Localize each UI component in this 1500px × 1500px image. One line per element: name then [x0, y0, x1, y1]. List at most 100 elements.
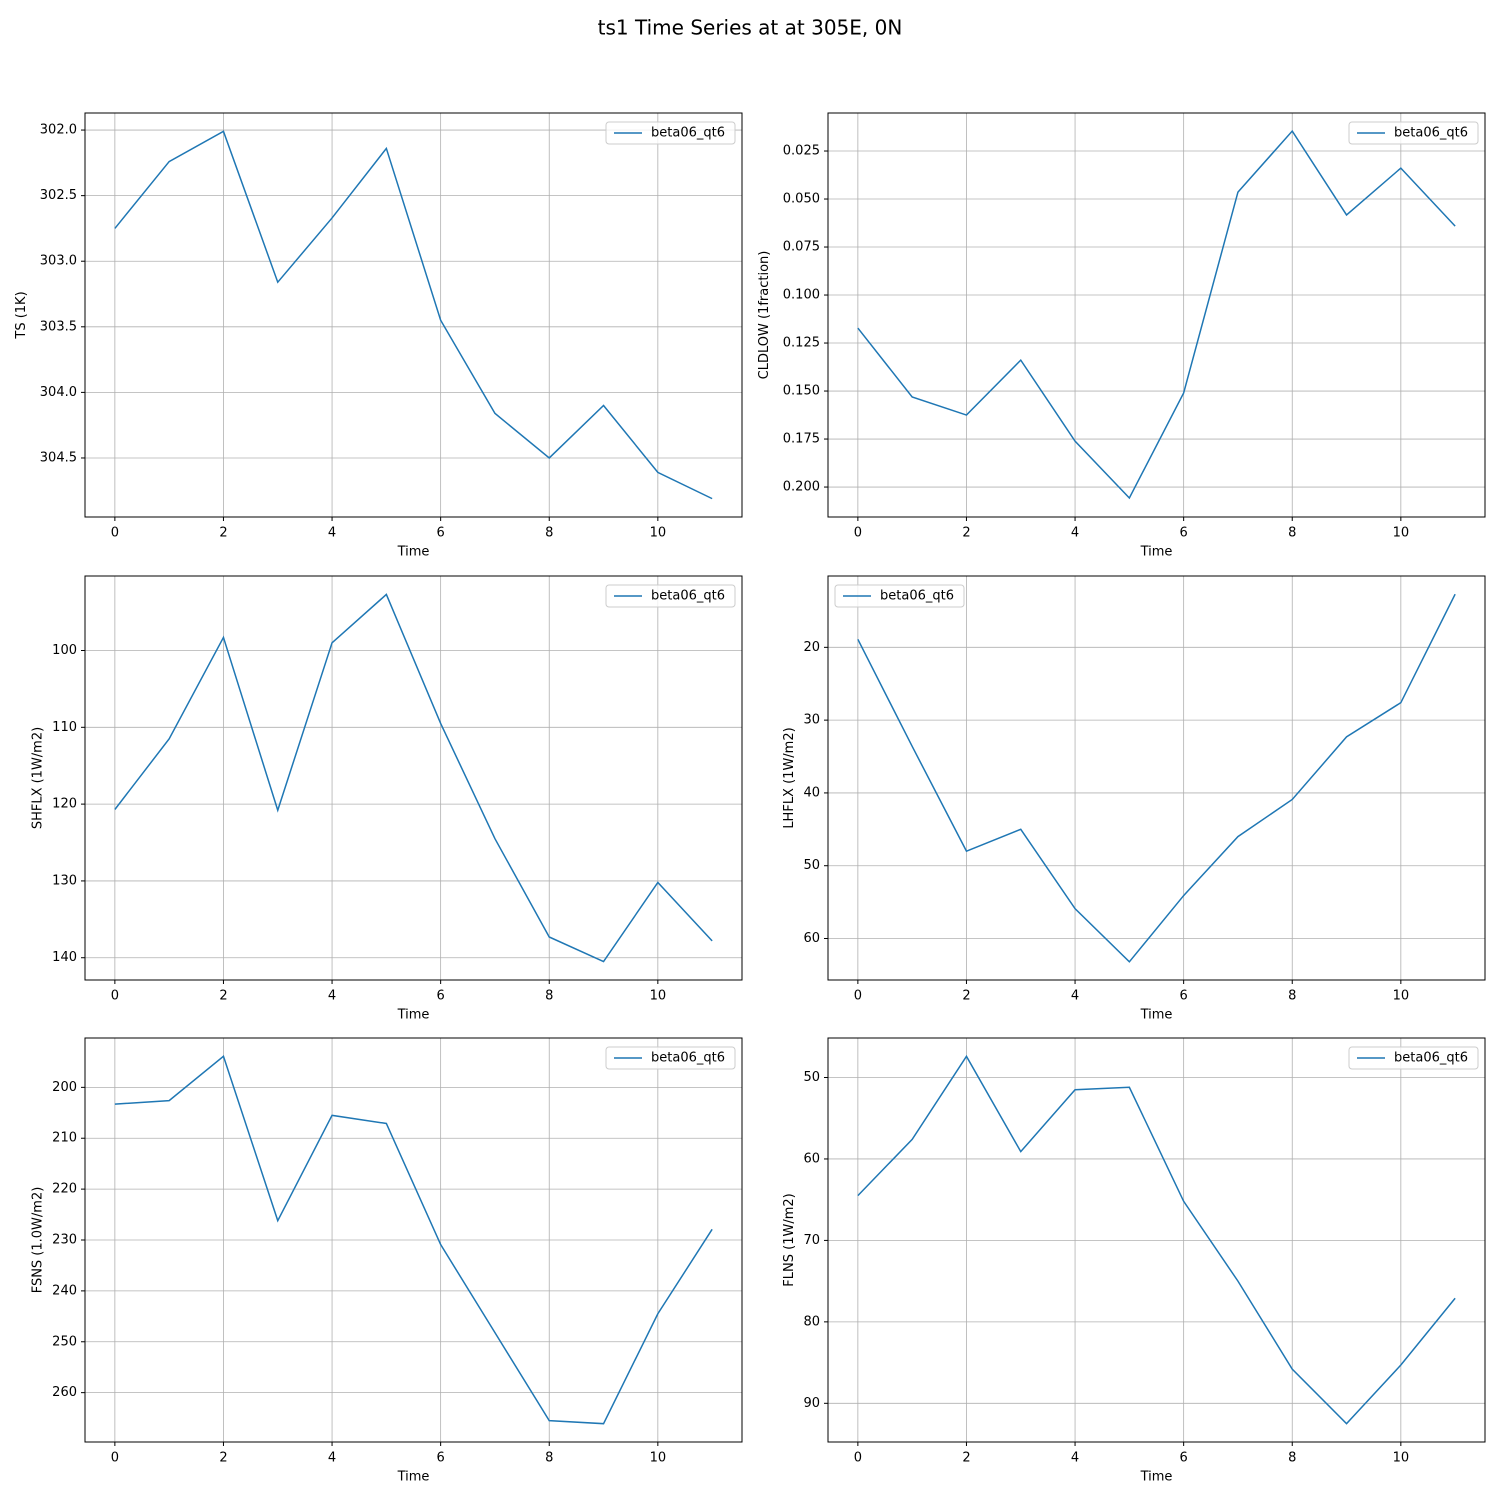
data-line [114, 593, 713, 963]
x-tick-label: 2 [962, 526, 970, 541]
y-tick-label: 0.025 [783, 144, 820, 159]
x-axis-label: Time [1140, 1470, 1173, 1485]
y-tick-label: 303.5 [40, 319, 77, 334]
y-tick-label: 0.125 [783, 336, 820, 351]
y-tick-label: 100 [52, 643, 77, 658]
x-tick-label: 2 [962, 989, 970, 1004]
y-tick-label: 60 [803, 931, 820, 946]
axes-frame [827, 112, 1486, 518]
legend-label: beta06_qt6 [1394, 126, 1468, 141]
y-tick-label: 70 [803, 1233, 820, 1248]
x-tick-label: 0 [111, 1451, 119, 1466]
x-tick-label: 0 [111, 989, 119, 1004]
y-tick-label: 50 [803, 858, 820, 873]
y-tick-label: 130 [52, 873, 77, 888]
x-tick-label: 8 [545, 1451, 553, 1466]
x-tick-label: 6 [437, 1451, 445, 1466]
x-tick-label: 0 [854, 989, 862, 1004]
x-tick-label: 2 [219, 1451, 227, 1466]
y-tick-label: 230 [52, 1233, 77, 1248]
data-line [857, 593, 1456, 963]
y-tick-label: 30 [803, 713, 820, 728]
x-tick-label: 10 [1393, 1451, 1410, 1466]
y-tick-label: 40 [803, 785, 820, 800]
x-tick-label: 0 [854, 1451, 862, 1466]
x-tick-label: 4 [1071, 1451, 1079, 1466]
y-tick-label: 0.200 [783, 480, 820, 495]
y-tick-label: 50 [803, 1070, 820, 1085]
y-tick-label: 80 [803, 1314, 820, 1329]
y-tick-label: 210 [52, 1131, 77, 1146]
data-line [114, 130, 713, 500]
axes-frame [84, 575, 743, 981]
x-tick-label: 8 [545, 989, 553, 1004]
x-tick-label: 0 [854, 526, 862, 541]
legend-box [834, 584, 965, 608]
y-tick-label: 110 [52, 720, 77, 735]
y-tick-label: 240 [52, 1283, 77, 1298]
y-tick-label: 140 [52, 950, 77, 965]
data-line [857, 129, 1456, 500]
x-tick-label: 2 [962, 1451, 970, 1466]
x-tick-label: 8 [1288, 989, 1296, 1004]
y-tick-label: 250 [52, 1334, 77, 1349]
y-axis-label: TS (1K) [14, 291, 29, 339]
x-tick-label: 6 [1180, 1451, 1188, 1466]
x-tick-label: 4 [328, 989, 336, 1004]
x-tick-label: 6 [437, 526, 445, 541]
y-axis-label: LHFLX (1W/m2) [782, 727, 797, 828]
legend-label: beta06_qt6 [1394, 1051, 1468, 1066]
x-tick-label: 0 [111, 526, 119, 541]
data-line [857, 1054, 1456, 1425]
x-tick-label: 4 [328, 526, 336, 541]
y-axis-label: SHFLX (1W/m2) [31, 727, 46, 829]
y-tick-label: 302.5 [40, 188, 77, 203]
y-tick-label: 60 [803, 1151, 820, 1166]
x-axis-label: Time [397, 545, 430, 560]
legend-label: beta06_qt6 [651, 589, 725, 604]
x-tick-label: 6 [437, 989, 445, 1004]
legend-box [605, 121, 736, 145]
legend-box [1348, 121, 1479, 145]
axes-frame [827, 1037, 1486, 1443]
x-tick-label: 10 [650, 989, 667, 1004]
x-tick-label: 10 [1393, 526, 1410, 541]
y-tick-label: 260 [52, 1385, 77, 1400]
axes-frame [84, 1037, 743, 1443]
figure-title: ts1 Time Series at at 305E, 0N [598, 16, 903, 40]
x-tick-label: 10 [650, 526, 667, 541]
x-tick-label: 6 [1180, 526, 1188, 541]
y-tick-label: 0.150 [783, 384, 820, 399]
x-tick-label: 10 [1393, 989, 1410, 1004]
x-axis-label: Time [397, 1470, 430, 1485]
x-tick-label: 8 [1288, 526, 1296, 541]
legend-label: beta06_qt6 [651, 1051, 725, 1066]
x-axis-label: Time [397, 1008, 430, 1023]
y-tick-label: 220 [52, 1182, 77, 1197]
axes-frame [827, 575, 1486, 981]
x-axis-label: Time [1140, 545, 1173, 560]
y-tick-label: 304.0 [40, 385, 77, 400]
y-tick-label: 120 [52, 797, 77, 812]
y-tick-label: 200 [52, 1080, 77, 1095]
data-line [114, 1055, 713, 1425]
x-tick-label: 6 [1180, 989, 1188, 1004]
y-tick-label: 20 [803, 640, 820, 655]
x-tick-label: 4 [1071, 526, 1079, 541]
legend-box [1348, 1046, 1479, 1070]
x-tick-label: 8 [545, 526, 553, 541]
y-tick-label: 0.050 [783, 192, 820, 207]
y-axis-label: FLNS (1W/m2) [782, 1193, 797, 1286]
y-axis-label: FSNS (1.0W/m2) [31, 1187, 46, 1294]
x-tick-label: 4 [1071, 989, 1079, 1004]
y-axis-label: CLDLOW (1fraction) [757, 251, 772, 380]
legend-box [605, 584, 736, 608]
y-tick-label: 0.175 [783, 432, 820, 447]
x-tick-label: 2 [219, 526, 227, 541]
y-tick-label: 302.0 [40, 123, 77, 138]
x-axis-label: Time [1140, 1008, 1173, 1023]
axes-frame [84, 112, 743, 518]
x-tick-label: 2 [219, 989, 227, 1004]
y-tick-label: 0.100 [783, 288, 820, 303]
